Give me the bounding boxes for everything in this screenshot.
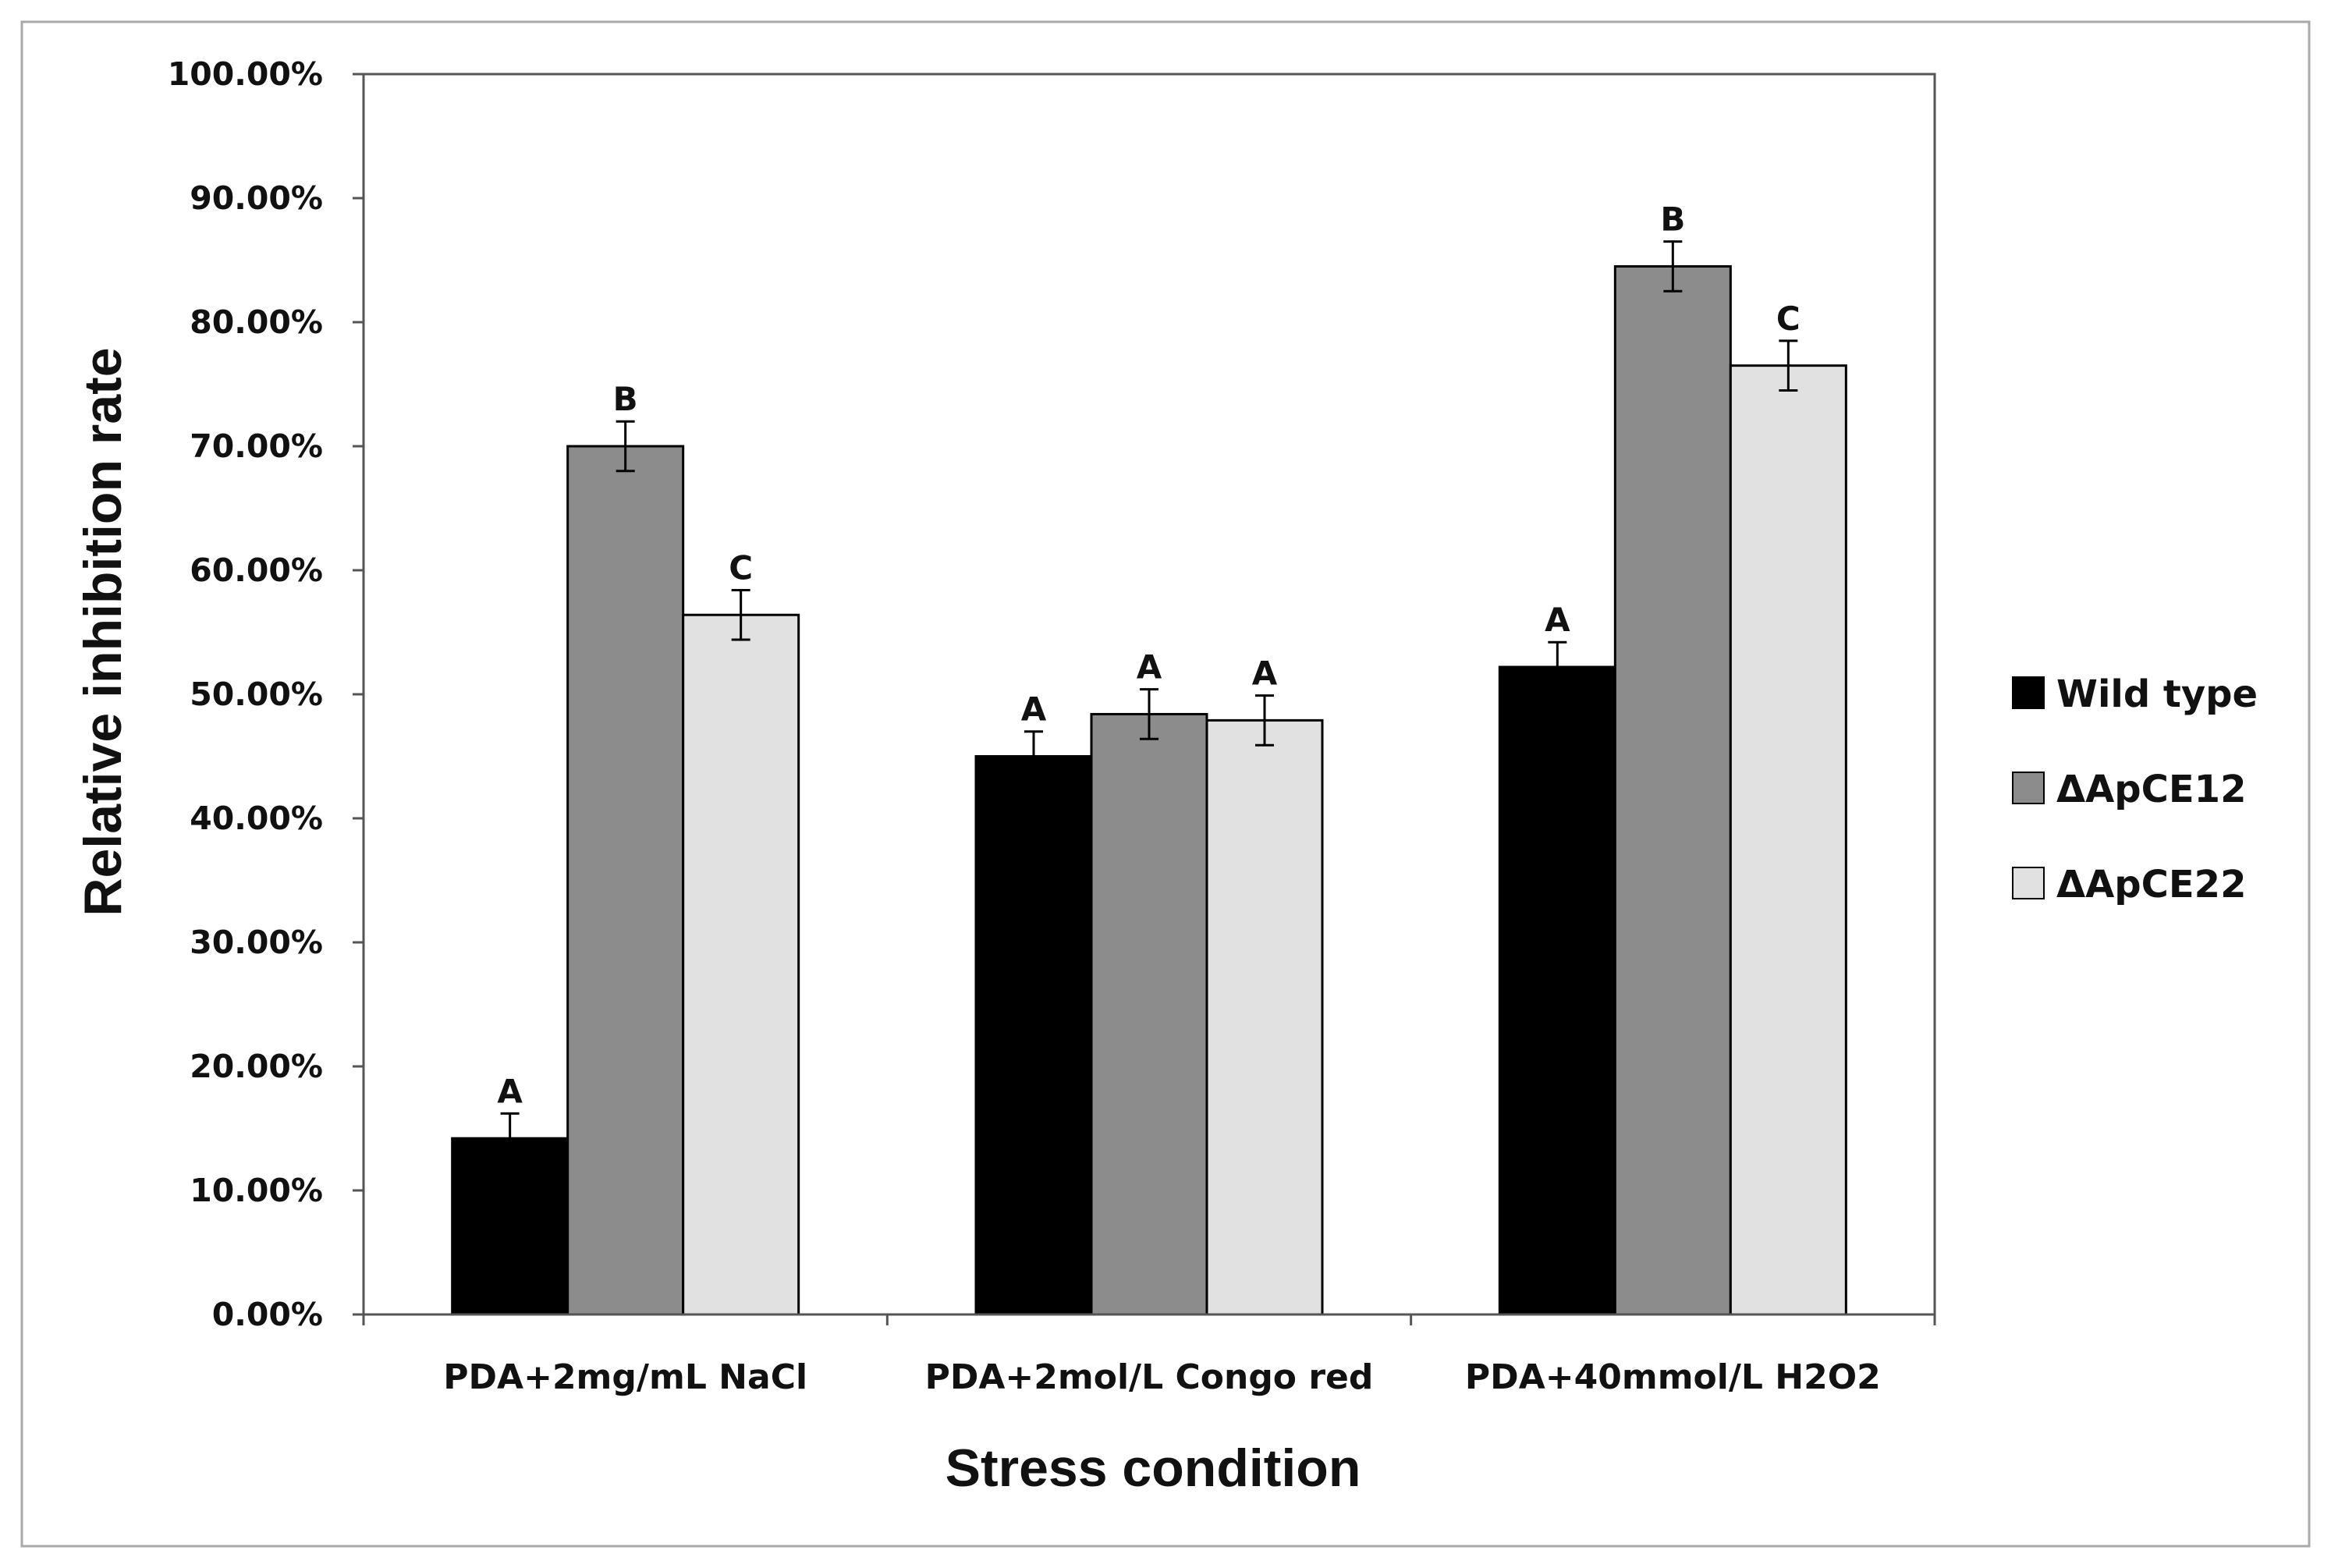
error-bar — [1548, 640, 1567, 694]
y-tick-label: 50.00% — [190, 676, 323, 713]
significance-label: B — [613, 380, 638, 418]
x-tick-label: PDA+2mol/L Congo red — [925, 1357, 1374, 1397]
error-bar — [1024, 730, 1043, 782]
error-bar — [1140, 688, 1158, 740]
bar-series-2 — [566, 445, 685, 1316]
y-tick-label: 20.00% — [190, 1048, 323, 1085]
error-bar — [731, 588, 750, 641]
bar-series-2 — [1613, 264, 1732, 1316]
error-bar — [1663, 240, 1683, 293]
x-tick-label: PDA+2mg/mL NaCl — [443, 1357, 807, 1397]
legend-swatch — [2012, 772, 2045, 804]
legend-label: ΔApCE22 — [2056, 863, 2246, 906]
y-tick-label: 10.00% — [190, 1172, 323, 1209]
error-bar — [1779, 339, 1798, 392]
legend-swatch — [2012, 676, 2045, 709]
significance-label: B — [1660, 200, 1685, 239]
y-tick-label: 100.00% — [168, 55, 323, 93]
significance-label: A — [1137, 648, 1162, 686]
bar-series-2 — [1090, 712, 1208, 1316]
x-tick-label: PDA+40mmol/L H2O2 — [1465, 1357, 1881, 1397]
bar-wild-type — [1498, 665, 1616, 1316]
bar-series-3 — [682, 613, 800, 1316]
y-tick-label: 0.00% — [212, 1296, 323, 1333]
legend-label: ΔApCE12 — [2056, 768, 2246, 811]
legend: Wild type ΔApCE12 ΔApCE22 — [2012, 672, 2258, 906]
y-tick-label: 30.00% — [190, 924, 323, 961]
y-tick-label: 70.00% — [190, 427, 323, 465]
y-tick-label: 40.00% — [190, 800, 323, 837]
error-bar — [1255, 694, 1274, 747]
significance-label: A — [1021, 690, 1047, 729]
significance-label: C — [729, 548, 753, 587]
significance-label: A — [1545, 601, 1570, 639]
y-axis-title: Relative inhibition rate — [73, 347, 133, 916]
bar-wild-type — [974, 755, 1093, 1316]
error-bar — [616, 420, 635, 473]
error-bar — [500, 1112, 520, 1165]
significance-label: C — [1776, 300, 1801, 338]
legend-label: Wild type — [2056, 672, 2258, 716]
bar-series-3 — [1205, 718, 1324, 1316]
y-tick-label: 60.00% — [190, 552, 323, 589]
significance-label: A — [497, 1072, 523, 1110]
bar-wild-type — [451, 1137, 569, 1316]
y-tick-label: 90.00% — [190, 179, 323, 217]
bar-series-3 — [1729, 364, 1847, 1316]
y-tick-label: 80.00% — [190, 303, 323, 341]
significance-label: A — [1252, 655, 1278, 693]
x-axis-title: Stress condition — [946, 1439, 1361, 1498]
legend-swatch — [2012, 867, 2045, 899]
